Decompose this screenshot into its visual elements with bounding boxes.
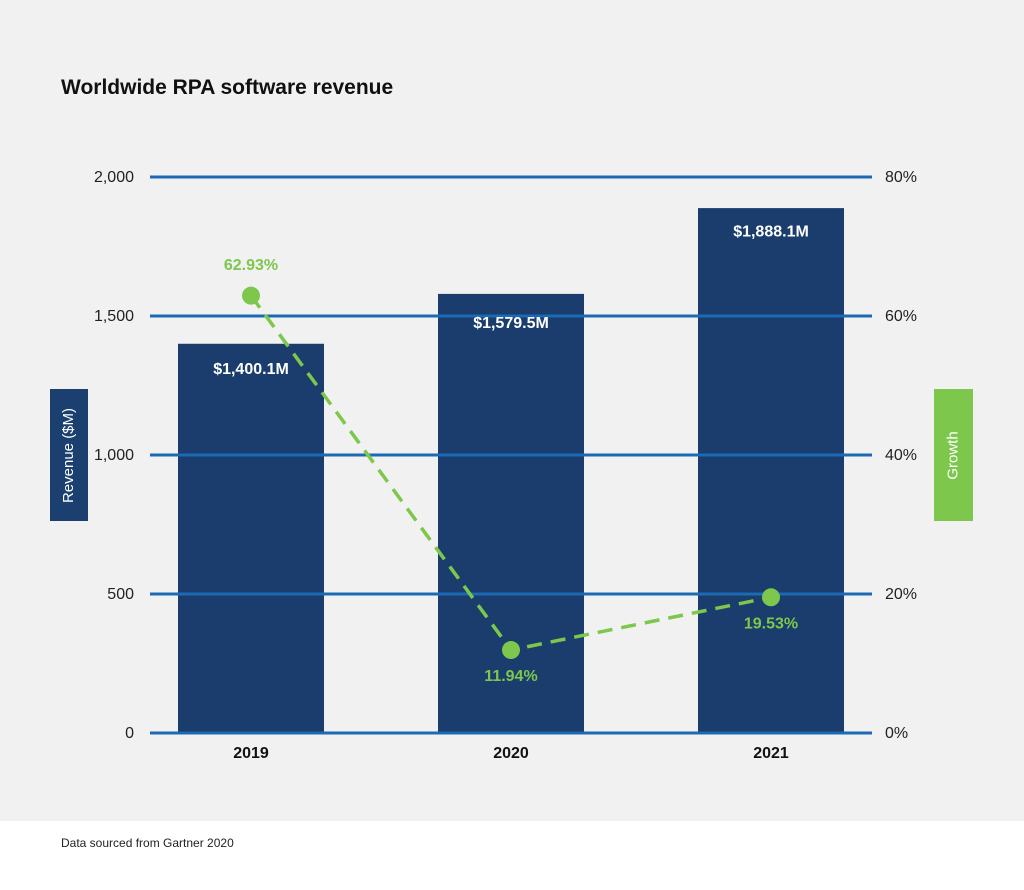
- y2-tick-label: 40%: [885, 447, 917, 464]
- y-axis-title-revenue-text: Revenue ($M): [60, 407, 78, 503]
- growth-point-2020: [502, 641, 520, 660]
- growth-value-label: 62.93%: [224, 257, 278, 274]
- growth-value-label: 19.53%: [744, 615, 798, 632]
- y-tick-label: 1,500: [94, 308, 134, 325]
- bar-2021: [698, 208, 844, 733]
- y2-axis-title-growth: Growth: [934, 389, 973, 521]
- y2-tick-label: 80%: [885, 169, 917, 186]
- y2-tick-label: 20%: [885, 586, 917, 603]
- y-tick-label: 1,000: [94, 447, 134, 464]
- bar-value-label: $1,579.5M: [473, 315, 549, 332]
- x-tick-label: 2019: [233, 745, 269, 762]
- y-tick-label: 0: [125, 725, 134, 742]
- bar-value-label: $1,400.1M: [213, 361, 289, 378]
- chart-title: Worldwide RPA software revenue: [61, 76, 394, 99]
- y-tick-label: 500: [107, 586, 134, 603]
- x-tick-label: 2020: [493, 745, 529, 762]
- y-tick-label: 2,000: [94, 169, 134, 186]
- growth-value-label: 11.94%: [484, 668, 537, 685]
- growth-point-2021: [762, 588, 780, 607]
- bar-value-label: $1,888.1M: [733, 223, 809, 240]
- bar-2020: [438, 293, 584, 733]
- y-axis-title-revenue: Revenue ($M): [50, 389, 88, 521]
- y2-tick-label: 60%: [885, 308, 917, 325]
- source-note: Data sourced from Gartner 2020: [61, 836, 234, 850]
- growth-point-2019: [242, 286, 260, 305]
- bar-2019: [178, 343, 324, 733]
- y2-tick-label: 0%: [885, 725, 908, 742]
- combo-chart: 0 0% 500 20% 1,000 40% 1,500 60% 2,000 80% $1,400.…: [94, 169, 917, 762]
- x-tick-label: 2021: [753, 745, 789, 762]
- y2-axis-title-growth-text: Growth: [945, 430, 963, 480]
